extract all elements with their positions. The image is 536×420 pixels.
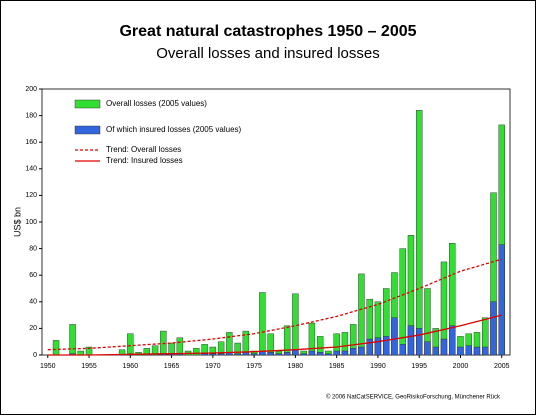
x-tick-label: 1975	[246, 363, 262, 370]
bar	[374, 337, 382, 356]
bar	[308, 322, 316, 356]
bar	[283, 352, 291, 356]
bar	[292, 293, 299, 356]
y-tick-label: 100	[25, 219, 37, 226]
bar	[449, 325, 456, 356]
y-tick-label: 120	[25, 192, 37, 199]
bar	[292, 349, 299, 356]
y-tick-label: 40	[29, 299, 37, 306]
bar	[358, 346, 365, 356]
bar	[349, 348, 357, 356]
y-tick-label: 80	[29, 245, 37, 252]
y-tick-label: 180	[25, 112, 37, 119]
bar	[234, 353, 241, 356]
bar	[490, 301, 497, 356]
x-tick-label: 2000	[453, 363, 469, 370]
x-tick-label: 1985	[329, 363, 345, 370]
bar	[333, 350, 340, 356]
legend-label: Of which insured losses (2005 values)	[106, 125, 242, 134]
bar	[399, 344, 406, 356]
bar	[325, 353, 332, 356]
y-tick-label: 200	[25, 86, 37, 93]
chart-title: Great natural catastrophes 1950 – 2005	[119, 23, 416, 40]
bar	[201, 353, 208, 356]
bar	[267, 333, 274, 356]
y-tick-label: 60	[29, 272, 37, 279]
bar	[341, 350, 349, 356]
bar	[432, 346, 439, 356]
footer: © 2006 NatCatSERVICE, GeoRisikoForschung…	[326, 394, 501, 401]
trend-line	[47, 314, 502, 356]
bar	[250, 353, 258, 356]
x-tick-label: 1965	[164, 363, 180, 370]
bar	[399, 248, 406, 356]
bar	[416, 110, 423, 356]
x-tick-label: 2005	[494, 363, 510, 370]
y-tick-label: 140	[25, 166, 37, 173]
bar	[234, 342, 241, 356]
bar	[473, 346, 481, 356]
bar	[391, 317, 398, 356]
bar	[226, 332, 233, 356]
bar	[358, 273, 365, 356]
bar	[382, 336, 390, 356]
legend-label: Trend: Overall losses	[106, 145, 181, 154]
x-tick-label: 1990	[370, 363, 386, 370]
bar	[267, 352, 274, 356]
bar	[259, 292, 266, 356]
bar	[127, 333, 134, 356]
bar	[308, 350, 316, 356]
y-axis-label: US$ bn	[12, 207, 22, 237]
bar	[465, 345, 472, 356]
bar	[151, 345, 159, 356]
legend-label: Overall losses (2005 values)	[106, 99, 207, 108]
bar	[424, 341, 431, 356]
bar	[482, 346, 489, 356]
bar	[52, 340, 60, 356]
legend-swatch	[74, 125, 101, 135]
trend-line	[47, 258, 502, 351]
x-tick-label: 1995	[411, 363, 427, 370]
y-tick-label: 20	[29, 325, 37, 332]
x-tick-label: 1970	[205, 363, 221, 370]
x-tick-label: 1955	[81, 363, 97, 370]
bar	[176, 337, 184, 356]
bar	[316, 352, 324, 356]
bar	[193, 348, 200, 356]
legend-swatch	[74, 99, 101, 109]
bar	[416, 328, 423, 356]
y-tick-label: 0	[33, 352, 37, 359]
bar	[275, 353, 283, 356]
bar	[143, 348, 151, 356]
legend-label: Trend: Insured losses	[106, 156, 183, 165]
bar	[407, 325, 415, 356]
bar	[300, 353, 307, 356]
bar	[498, 244, 505, 356]
bar	[69, 324, 76, 356]
x-tick-label: 1960	[123, 363, 139, 370]
chart-subtitle: Overall losses and insured losses	[156, 45, 379, 62]
bar	[366, 338, 373, 356]
bar	[440, 338, 448, 356]
bar	[457, 346, 464, 356]
bar	[209, 353, 217, 356]
y-tick-label: 160	[25, 139, 37, 146]
bar	[242, 352, 250, 356]
x-tick-label: 1950	[40, 363, 56, 370]
x-tick-label: 1980	[288, 363, 304, 370]
bar	[217, 353, 225, 356]
